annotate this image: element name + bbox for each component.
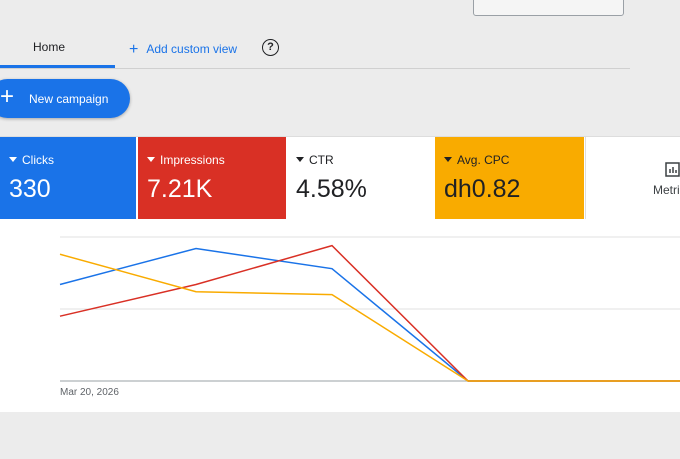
chart: Mar 20, 2026 — [59, 236, 680, 398]
tab-home[interactable]: Home — [33, 40, 66, 54]
metric-value: 4.58% — [296, 175, 367, 203]
series-line — [59, 244, 680, 382]
series-line — [59, 253, 680, 382]
metrics-icon — [665, 162, 680, 177]
add-custom-view[interactable]: + Add custom view — [129, 40, 237, 58]
metric-label: Clicks — [22, 153, 54, 167]
x-tick-label: Mar 20, 2026 — [60, 387, 119, 398]
plus-icon: + — [0, 83, 15, 110]
plus-icon: + — [129, 41, 139, 58]
new-campaign-label: New campaign — [29, 92, 109, 106]
divider — [0, 68, 630, 69]
metric-cards: Clicks 330 Impressions 7.21K CTR 4.58% Avg.… — [0, 136, 680, 220]
series-line — [59, 247, 680, 382]
metric-value: 330 — [9, 175, 51, 203]
chart-area: Mar 20, 2026 — [0, 219, 680, 412]
top-button[interactable] — [473, 0, 624, 16]
metric-value: dh0.82 — [444, 175, 521, 203]
metric-card[interactable]: Clicks 330 — [0, 137, 136, 220]
metric-label: CTR — [309, 153, 334, 167]
add-custom-view-label: Add custom view — [146, 42, 238, 56]
metric-card[interactable]: Impressions 7.21K — [138, 137, 286, 220]
tab-underline — [0, 65, 115, 68]
metric-card[interactable]: Avg. CPC dh0.82 — [435, 137, 584, 220]
metric-label: Impressions — [160, 153, 225, 167]
new-campaign-button[interactable]: + New campaign — [0, 79, 130, 118]
metrics-label: Metrics — [653, 183, 680, 197]
metrics-button[interactable]: Metrics — [585, 137, 680, 220]
help-icon[interactable]: ? — [262, 39, 279, 56]
metric-label: Avg. CPC — [457, 153, 510, 167]
metric-value: 7.21K — [147, 175, 213, 203]
metric-card[interactable]: CTR 4.58% — [287, 137, 434, 220]
